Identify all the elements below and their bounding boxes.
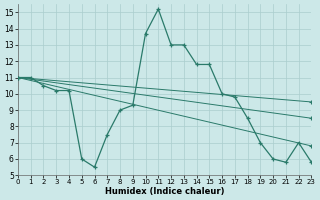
X-axis label: Humidex (Indice chaleur): Humidex (Indice chaleur) [105,187,224,196]
